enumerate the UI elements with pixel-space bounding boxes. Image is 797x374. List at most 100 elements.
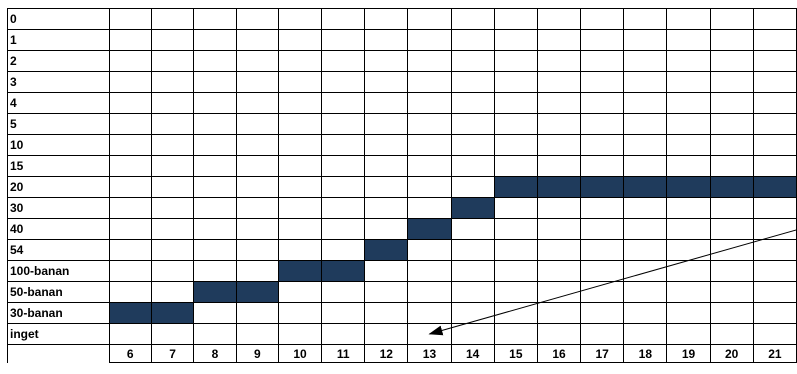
grid-cell [321,113,366,135]
grid-cell [709,302,754,324]
grid-cell [709,239,754,261]
x-tick-label: 21 [752,344,797,363]
grid-cell [752,323,797,345]
grid-cell [407,302,452,324]
grid-cell [623,302,668,324]
grid-cell [407,92,452,114]
row-label: 30 [7,197,110,219]
grid-cell [752,302,797,324]
grid-cell [709,281,754,303]
grid-row: 100-banan [7,260,797,282]
row-label: 1 [7,29,110,51]
grid-cell [536,239,582,261]
grid-cell [493,260,538,282]
grid-cell [666,92,711,114]
grid-cell [193,239,237,261]
grid-cell [666,50,711,72]
grid-cell [752,50,797,72]
grid-row: 10 [7,134,797,156]
grid-cell [709,155,754,177]
grid-cell [536,50,582,72]
grid-cell [666,281,711,303]
grid-cell [623,239,668,261]
grid-row: 4 [7,92,797,114]
grid-cell [150,281,195,303]
grid-row: inget [7,323,797,345]
grid-cell [407,176,452,198]
grid-cell [407,8,452,30]
grid-cell [709,71,754,93]
grid-cell [450,8,495,30]
grid-cell [666,113,711,135]
grid-cell [493,218,538,240]
grid-cell [277,176,323,198]
grid-cell [493,92,538,114]
row-label: 100-banan [7,260,110,282]
grid-cell [623,260,668,282]
x-tick-label: 13 [407,344,452,363]
grid-cell [536,302,582,324]
grid-cell [321,302,366,324]
grid-cell [108,134,152,156]
grid-cell [493,71,538,93]
grid-cell [277,29,323,51]
grid-cell [364,92,409,114]
grid-cell [193,323,237,345]
grid-cell [536,260,582,282]
grid-cell [108,218,152,240]
grid-cell [580,155,625,177]
grid-cell [450,323,495,345]
grid-cell [108,92,152,114]
x-tick-label: 7 [150,344,195,363]
x-tick-label: 8 [193,344,237,363]
grid-cell [709,8,754,30]
grid-cell [277,218,323,240]
grid-cell [666,134,711,156]
grid-cell [580,134,625,156]
grid-cell [108,239,152,261]
grid-cell [321,239,366,261]
filled-cell [108,302,152,324]
grid-cell [623,113,668,135]
grid-cell [108,323,152,345]
grid-row: 20 [7,176,797,198]
grid-cell [150,29,195,51]
grid-cell [623,155,668,177]
grid-cell [493,323,538,345]
grid-cell [193,197,237,219]
grid-cell [752,71,797,93]
grid-cell [108,71,152,93]
grid-row: 0 [7,8,797,30]
grid-cell [407,50,452,72]
grid-cell [407,197,452,219]
grid-cell [235,260,279,282]
grid-cell [321,281,366,303]
grid-cell [666,260,711,282]
filled-cell [364,239,409,261]
grid-cell [150,71,195,93]
grid-cell [108,113,152,135]
grid-cell [235,239,279,261]
grid-cell [235,155,279,177]
grid-cell [193,29,237,51]
grid-cell [536,29,582,51]
grid-cell [407,260,452,282]
grid-cell [752,260,797,282]
grid-cell [709,92,754,114]
grid-cell [235,8,279,30]
grid-cell [235,302,279,324]
grid-cell [450,71,495,93]
row-label: inget [7,323,110,345]
grid-row: 1 [7,29,797,51]
x-tick-label: 6 [108,344,152,363]
grid-cell [235,323,279,345]
row-label: 2 [7,50,110,72]
grid-cell [450,29,495,51]
grid-cell [364,281,409,303]
grid-cell [277,92,323,114]
grid-cell [580,92,625,114]
grid-cell [235,29,279,51]
grid-cell [277,71,323,93]
grid-cell [450,281,495,303]
grid-cell [666,155,711,177]
